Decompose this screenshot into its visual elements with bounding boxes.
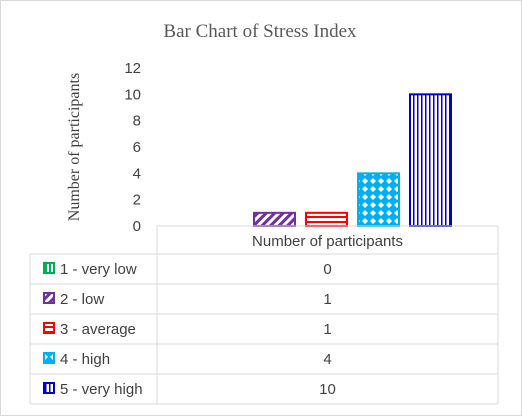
- legend-label: 5 - very high: [60, 381, 143, 398]
- category-label: Number of participants: [252, 233, 403, 250]
- data-label: 10: [319, 381, 336, 398]
- y-tick-label: 6: [133, 139, 141, 156]
- bar-5: [409, 93, 452, 228]
- y-tick-label: 2: [133, 192, 141, 209]
- legend-label: 1 - very low: [60, 261, 137, 278]
- y-tick-label: 8: [133, 113, 141, 130]
- data-label: 4: [323, 351, 331, 368]
- bar-2: [253, 211, 296, 227]
- legend-label: 4 - high: [60, 351, 110, 368]
- legend-key-3: [43, 322, 55, 334]
- data-table: Number of participants 1 - very low 0 2 - l…: [29, 225, 499, 405]
- legend-label: 2 - low: [60, 291, 104, 308]
- data-label: 1: [323, 291, 331, 308]
- data-label: 0: [323, 261, 331, 278]
- bars: [253, 93, 452, 228]
- y-tick-label: 10: [124, 86, 141, 103]
- bar-3: [305, 211, 348, 227]
- legend-key-5: [43, 382, 55, 394]
- y-axis-ticks: 0 2 4 6 8 10 12: [124, 60, 141, 235]
- chart-title: Bar Chart of Stress Index: [163, 21, 357, 42]
- legend-key-1: [43, 262, 55, 274]
- y-tick-label: 12: [124, 60, 141, 77]
- legend-key-4: [43, 352, 55, 364]
- y-tick-label: 4: [133, 165, 141, 182]
- legend-label: 3 - average: [60, 321, 136, 338]
- y-tick-label: 0: [133, 218, 141, 235]
- bar-4: [357, 172, 400, 227]
- legend-key-2: [43, 292, 55, 304]
- data-label: 1: [323, 321, 331, 338]
- y-axis-title: Number of participants: [66, 73, 83, 221]
